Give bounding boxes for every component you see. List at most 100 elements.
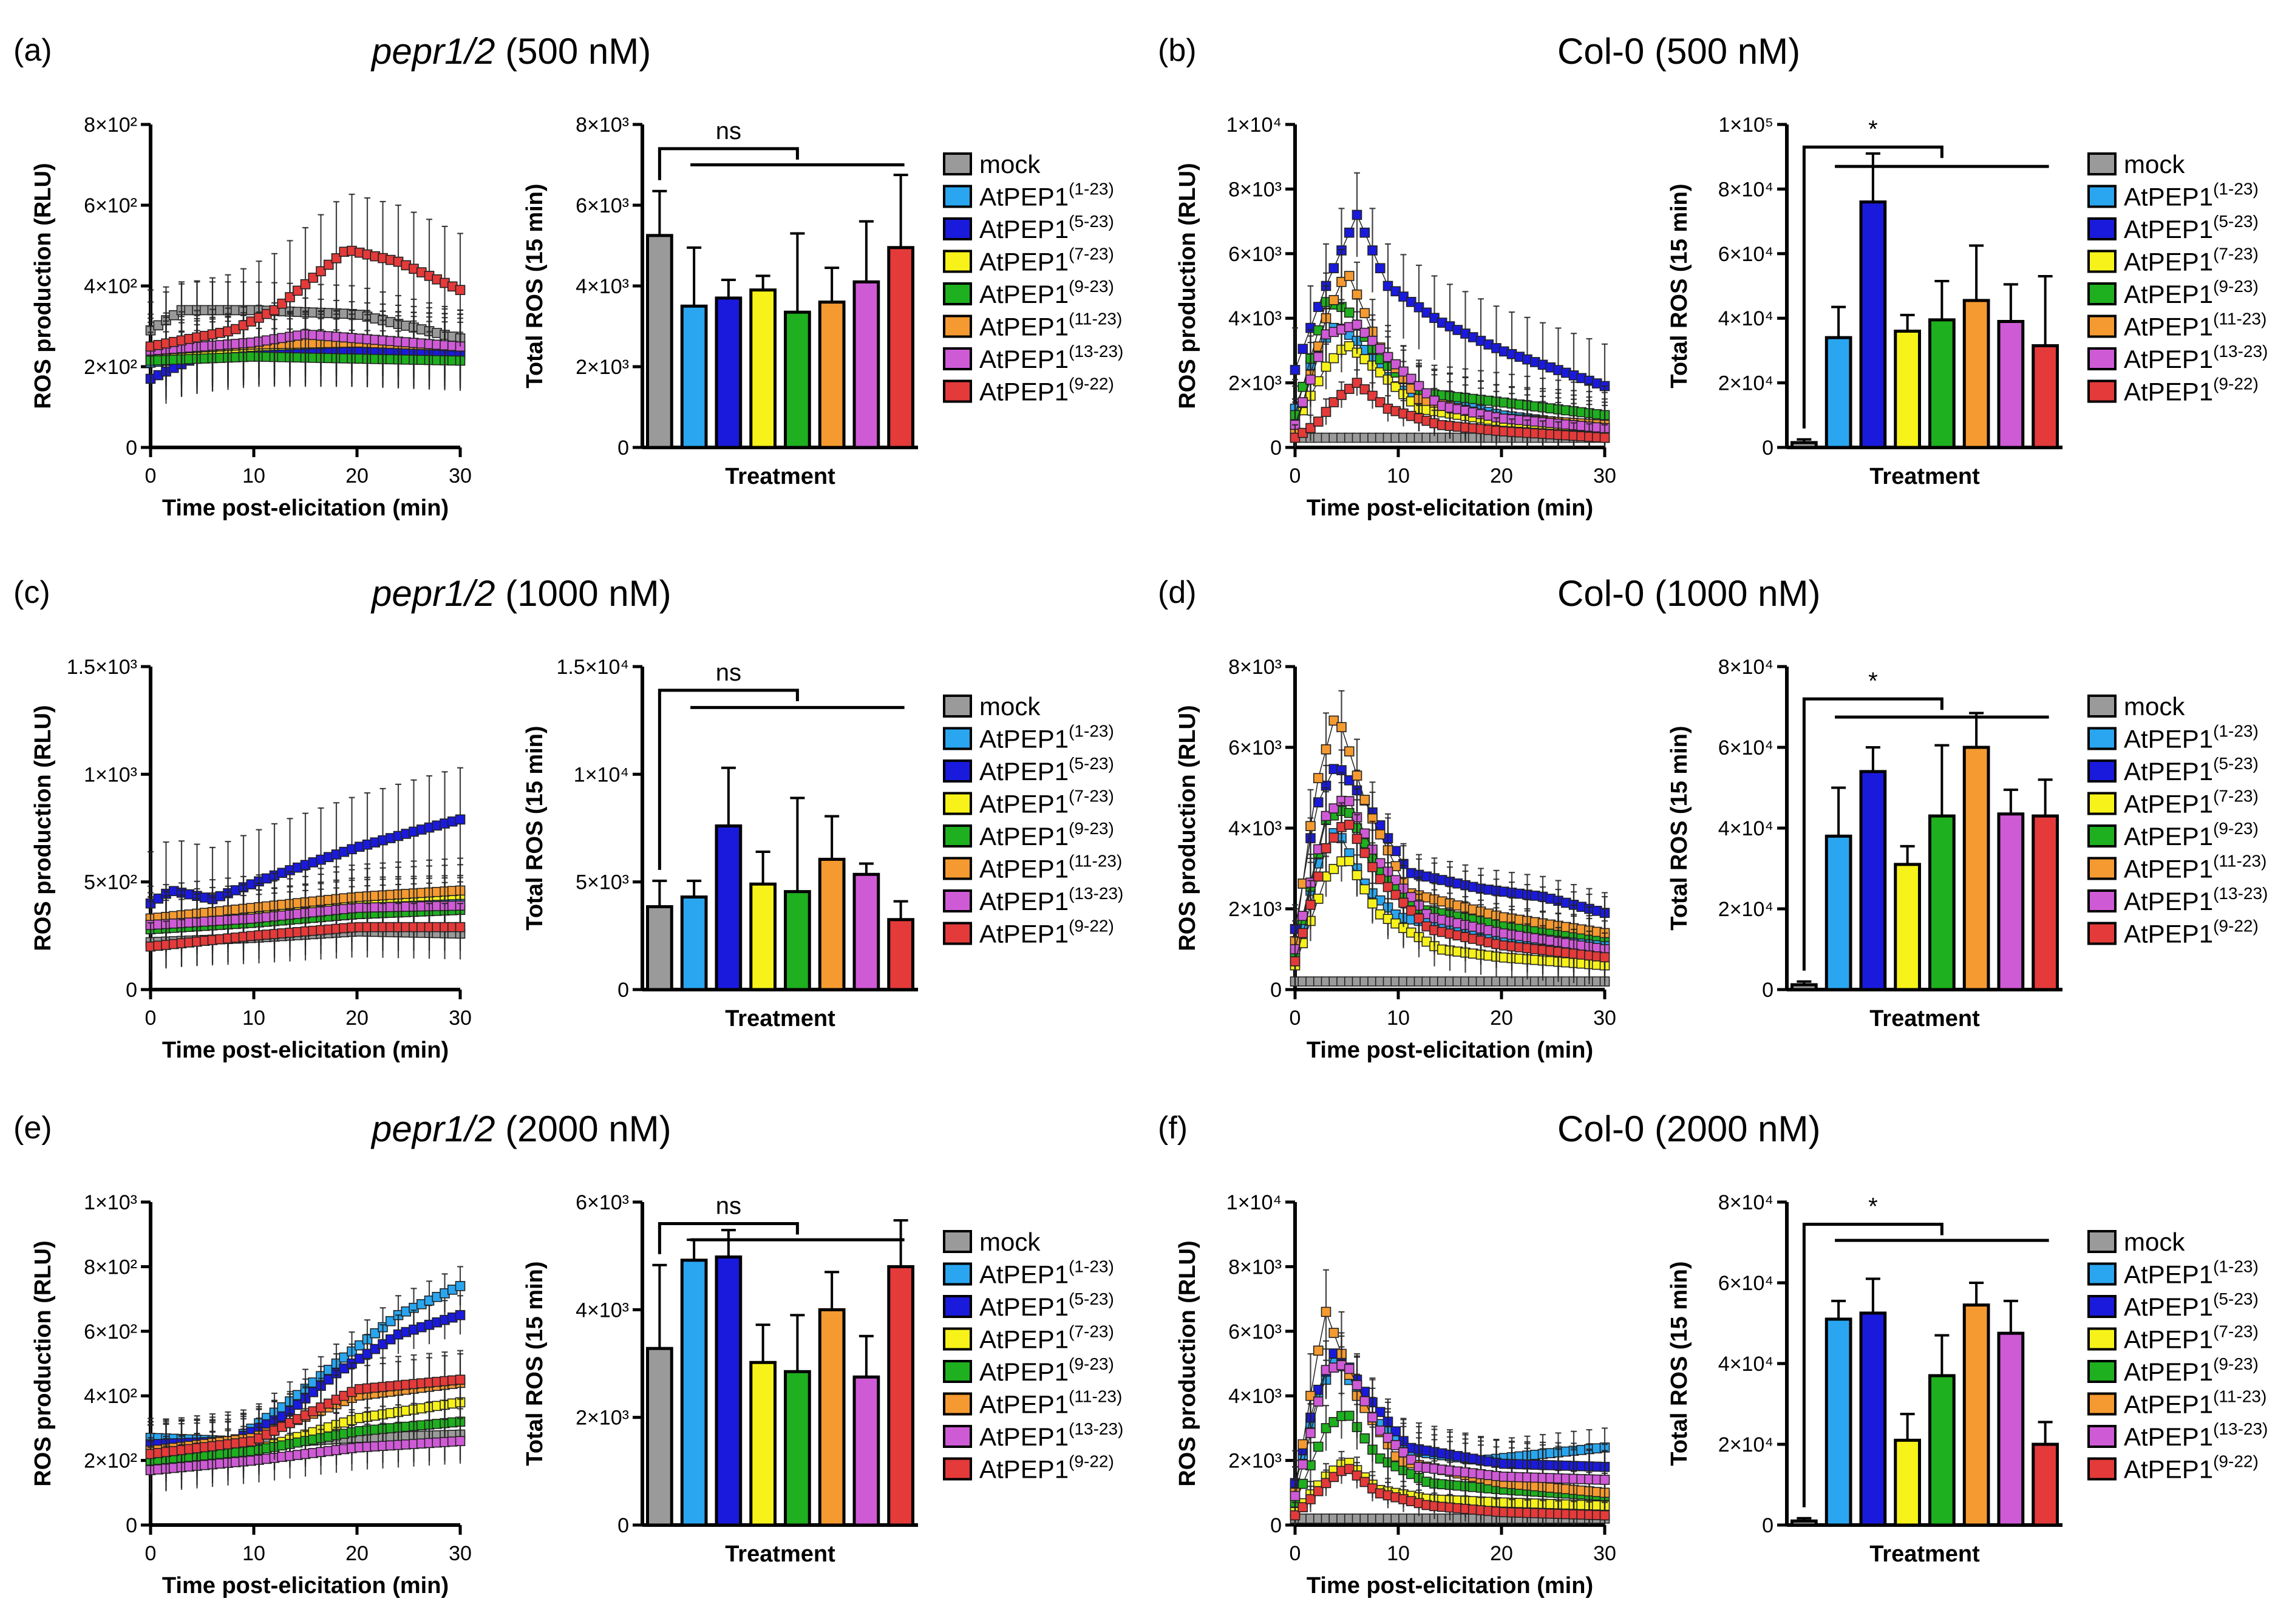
legend-label-base: AtPEP1	[979, 725, 1069, 753]
legend-swatch	[2087, 759, 2117, 783]
line-chart-10-point	[1344, 1364, 1355, 1374]
line-chart-6-point	[1413, 913, 1424, 924]
bar-chart-1-bar	[887, 246, 914, 449]
bar-chart-11-y-axis-title: Total ROS (15 min)	[1667, 1261, 1692, 1466]
line-chart-0-x-tick-label: 30	[449, 464, 472, 488]
legend-swatch	[2087, 824, 2117, 848]
line-chart-6-point	[1398, 897, 1409, 908]
line-chart-2-point	[1359, 327, 1370, 338]
line-chart-6-point	[1406, 905, 1416, 916]
line-chart-10-y-tick-label: 4×10³	[1228, 1385, 1282, 1408]
legend-swatch	[943, 1262, 972, 1286]
legend-label: AtPEP1(1-23)	[979, 1257, 1114, 1289]
legend-swatch	[2087, 695, 2117, 718]
legend-label: AtPEP1(9-23)	[979, 277, 1114, 308]
line-chart-8-point	[339, 1352, 350, 1363]
bar-chart-11-bar	[1894, 1438, 1921, 1527]
line-chart-6-point	[1352, 770, 1362, 781]
legend-label-base: mock	[979, 1228, 1041, 1256]
legend-label-sup: (11-23)	[2213, 1387, 2266, 1406]
line-chart-2-point	[1367, 336, 1378, 346]
legend-label-base: AtPEP1	[979, 248, 1069, 276]
legend-label: AtPEP1(11-23)	[2124, 852, 2266, 883]
panel-letter: (f)	[1158, 1110, 1188, 1146]
legend-label: AtPEP1(9-23)	[979, 819, 1114, 851]
bar-chart-11-bar	[1962, 1303, 1990, 1527]
line-chart-6-y-axis-title: ROS production (RLU)	[1175, 705, 1200, 951]
line-chart-2-point	[1367, 245, 1378, 256]
legend-swatch	[943, 379, 972, 403]
line-chart-6-point	[1375, 829, 1386, 840]
line-chart-2-point	[1321, 361, 1331, 372]
legend-label-base: mock	[979, 150, 1041, 178]
legend-label-sup: (5-23)	[1069, 754, 1114, 773]
line-chart-0-point	[323, 259, 334, 270]
legend-label-sup: (1-23)	[2213, 1257, 2259, 1276]
bar-chart-9-y-tick-label: 2×10³	[576, 1407, 629, 1430]
line-chart-2-x-tick-label: 10	[1387, 464, 1410, 488]
line-chart-4-point	[455, 922, 466, 933]
legend-label-base: AtPEP1	[2124, 920, 2213, 948]
line-chart-6-point	[1313, 797, 1324, 807]
line-chart-10-x-axis-title: Time post-elicitation (min)	[1307, 1573, 1593, 1599]
line-chart-10-point	[1305, 1494, 1316, 1504]
legend-label-base: AtPEP1	[2124, 183, 2213, 211]
line-chart-10-point	[1328, 1472, 1339, 1483]
line-chart-2-point	[1305, 374, 1316, 385]
line-chart-2-point	[1359, 384, 1370, 395]
line-chart-8-series-6	[145, 1418, 466, 1493]
line-chart-2-point	[1398, 366, 1409, 377]
legend-label-sup: (5-23)	[2213, 1289, 2259, 1308]
line-chart-2-point	[1297, 344, 1308, 355]
legend-label: AtPEP1(13-23)	[2124, 342, 2268, 373]
line-chart-10-point	[1321, 1478, 1331, 1489]
panel-b: (b) Col-0 (500 nM) 0 2×10³ 4×10³ 6×10³ 8×10³ 1×…	[1158, 31, 2268, 521]
bar-chart-7-significance-label: *	[1868, 668, 1878, 695]
bar-chart-5-significance-bracket	[658, 688, 799, 870]
legend-label: AtPEP1(13-23)	[979, 342, 1123, 373]
legend-label-base: AtPEP1	[2124, 1455, 2213, 1484]
line-chart-10-point	[1313, 1486, 1324, 1497]
line-chart-10-x-tick-label: 30	[1593, 1542, 1616, 1565]
legend-label: AtPEP1(9-23)	[2124, 277, 2259, 308]
line-chart-0-point	[168, 310, 179, 321]
legend-label: mock	[2124, 1228, 2185, 1256]
legend-swatch	[943, 759, 972, 783]
bar-chart-11-x-axis-title: Treatment	[1869, 1541, 1980, 1567]
line-chart-6-y-tick-label: 6×10³	[1228, 736, 1282, 759]
line-chart-6-point	[1290, 956, 1301, 967]
legend-label-sup: (1-23)	[1069, 180, 1114, 199]
bar-chart-3-x-axis-title: Treatment	[1869, 464, 1980, 489]
legend-label-base: AtPEP1	[2124, 1260, 2213, 1289]
line-chart-2-point	[1398, 291, 1409, 302]
legend-label-sup: (7-23)	[2213, 1322, 2259, 1341]
line-chart-4-y-tick-label: 1.5×10³	[67, 656, 137, 679]
line-chart-2-point	[1297, 397, 1308, 407]
line-chart-8-point	[455, 1374, 466, 1385]
legend-label: AtPEP1(9-22)	[979, 917, 1114, 948]
legend-label-base: AtPEP1	[979, 1260, 1069, 1289]
line-chart-2-point	[1406, 297, 1416, 307]
legend-label-base: AtPEP1	[979, 1357, 1069, 1386]
line-chart-2-point	[1390, 381, 1401, 392]
line-chart-6-point	[1297, 911, 1308, 921]
legend-label-base: AtPEP1	[979, 1293, 1069, 1321]
legend-label: AtPEP1(7-23)	[979, 1322, 1114, 1354]
legend-swatch	[2087, 217, 2117, 240]
legend-label-base: AtPEP1	[979, 887, 1069, 916]
line-chart-8-x-axis-title: Time post-elicitation (min)	[162, 1573, 449, 1599]
line-chart-0-point	[308, 273, 319, 283]
line-chart-8-x-tick-label: 10	[242, 1542, 265, 1565]
legend-label-base: AtPEP1	[2124, 248, 2213, 276]
line-chart-6-point	[1305, 821, 1316, 831]
line-chart-8-point	[354, 1340, 365, 1351]
legend-label-base: AtPEP1	[2124, 887, 2213, 916]
legend-label: AtPEP1(5-23)	[2124, 1289, 2259, 1321]
legend-label-sup: (9-23)	[1069, 277, 1114, 296]
legend-swatch	[2087, 1295, 2117, 1318]
line-chart-4-y-tick-label: 0	[126, 979, 137, 1002]
line-chart-6-point	[1305, 900, 1316, 910]
line-chart-8-point	[292, 1399, 303, 1410]
legend-swatch	[943, 792, 972, 815]
legend-label: AtPEP1(9-23)	[2124, 1354, 2259, 1386]
